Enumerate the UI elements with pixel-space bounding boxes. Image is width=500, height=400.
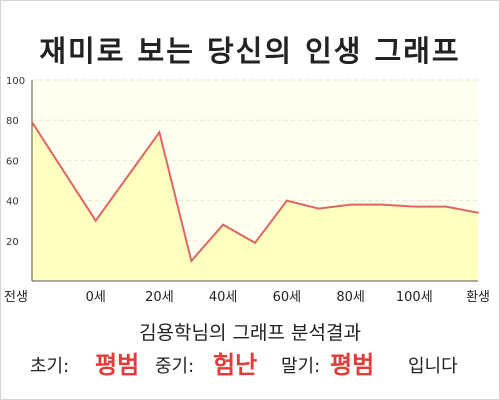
early-value: 평범 <box>95 351 140 379</box>
x-tick-label: 100세 <box>396 290 433 305</box>
early-label: 초기: <box>30 356 70 377</box>
x-tick-label: 40세 <box>209 290 238 305</box>
data-point <box>285 199 288 202</box>
x-tick-label: 0세 <box>86 290 106 305</box>
x-tick-labels: 전생 0세 20세 40세 60세 80세 100세 환생 <box>4 290 490 305</box>
y-tick-label: 40 <box>6 197 19 208</box>
analysis-summary: 초기: 평범 중기: 험난 말기: 평범 입니다 <box>0 343 500 383</box>
data-point <box>445 205 448 208</box>
data-point <box>381 203 384 206</box>
late-label: 말기: <box>281 356 321 377</box>
data-point <box>158 131 161 134</box>
data-point <box>349 203 352 206</box>
x-tick-label: 20세 <box>145 290 174 305</box>
x-tick-label: 80세 <box>336 290 365 305</box>
data-point <box>413 205 416 208</box>
x-tick-label: 전생 <box>4 290 28 305</box>
y-tick-label: 20 <box>6 237 19 248</box>
data-point <box>477 211 479 214</box>
x-tick-label: 환생 <box>466 290 490 305</box>
data-point <box>190 259 193 262</box>
y-tick-label: 60 <box>6 156 19 167</box>
late-value: 평범 <box>330 351 375 379</box>
data-point <box>94 219 97 222</box>
y-tick-labels: 20 40 60 80 100 <box>6 76 25 248</box>
data-point <box>222 223 225 226</box>
ending-text: 입니다 <box>408 356 458 377</box>
data-point <box>31 121 33 124</box>
y-tick-label: 80 <box>6 116 19 127</box>
analysis-subtitle: 김용학님의 그래프 분석결과 <box>139 322 361 344</box>
data-point <box>254 241 256 244</box>
series-area <box>32 122 478 281</box>
data-point <box>317 207 320 210</box>
mid-value: 험난 <box>213 351 258 379</box>
y-tick-label: 100 <box>6 76 25 87</box>
chart-title: 재미로 보는 당신의 인생 그래프 <box>39 34 461 68</box>
x-tick-label: 60세 <box>273 290 302 305</box>
mid-label: 중기: <box>155 356 195 377</box>
